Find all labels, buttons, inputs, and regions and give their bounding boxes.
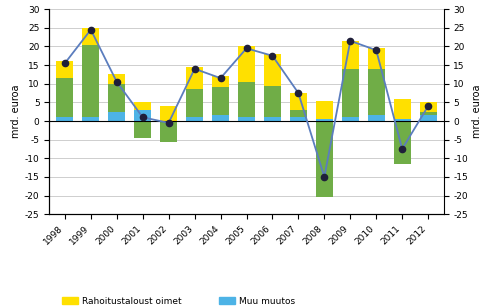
- Bar: [264, 117, 281, 121]
- Bar: [134, 121, 151, 138]
- Bar: [342, 117, 359, 121]
- Bar: [108, 84, 125, 112]
- Bar: [420, 112, 437, 115]
- Bar: [420, 115, 437, 121]
- Bar: [420, 103, 437, 112]
- Bar: [134, 103, 151, 110]
- Bar: [212, 76, 229, 88]
- Bar: [212, 115, 229, 121]
- Bar: [316, 119, 333, 121]
- Bar: [56, 62, 73, 78]
- Bar: [238, 82, 255, 117]
- Bar: [56, 117, 73, 121]
- Bar: [186, 117, 203, 121]
- Bar: [316, 121, 333, 197]
- Bar: [212, 88, 229, 115]
- Bar: [368, 115, 385, 121]
- Bar: [82, 28, 99, 45]
- Bar: [394, 99, 411, 119]
- Bar: [394, 119, 411, 121]
- Bar: [82, 117, 99, 121]
- Bar: [342, 41, 359, 69]
- Bar: [186, 67, 203, 89]
- Bar: [160, 106, 177, 121]
- Bar: [290, 110, 307, 117]
- Bar: [368, 48, 385, 69]
- Bar: [290, 93, 307, 110]
- Bar: [368, 69, 385, 115]
- Bar: [238, 47, 255, 82]
- Y-axis label: mrd. euroa: mrd. euroa: [11, 85, 21, 138]
- Bar: [186, 89, 203, 117]
- Bar: [342, 69, 359, 117]
- Bar: [108, 74, 125, 84]
- Y-axis label: mrd. euroa: mrd. euroa: [472, 85, 482, 138]
- Bar: [56, 78, 73, 117]
- Bar: [394, 121, 411, 164]
- Bar: [160, 121, 177, 141]
- Bar: [238, 117, 255, 121]
- Bar: [316, 100, 333, 119]
- Bar: [264, 54, 281, 86]
- Bar: [264, 86, 281, 117]
- Bar: [290, 117, 307, 121]
- Bar: [108, 112, 125, 121]
- Bar: [134, 110, 151, 121]
- Bar: [82, 45, 99, 117]
